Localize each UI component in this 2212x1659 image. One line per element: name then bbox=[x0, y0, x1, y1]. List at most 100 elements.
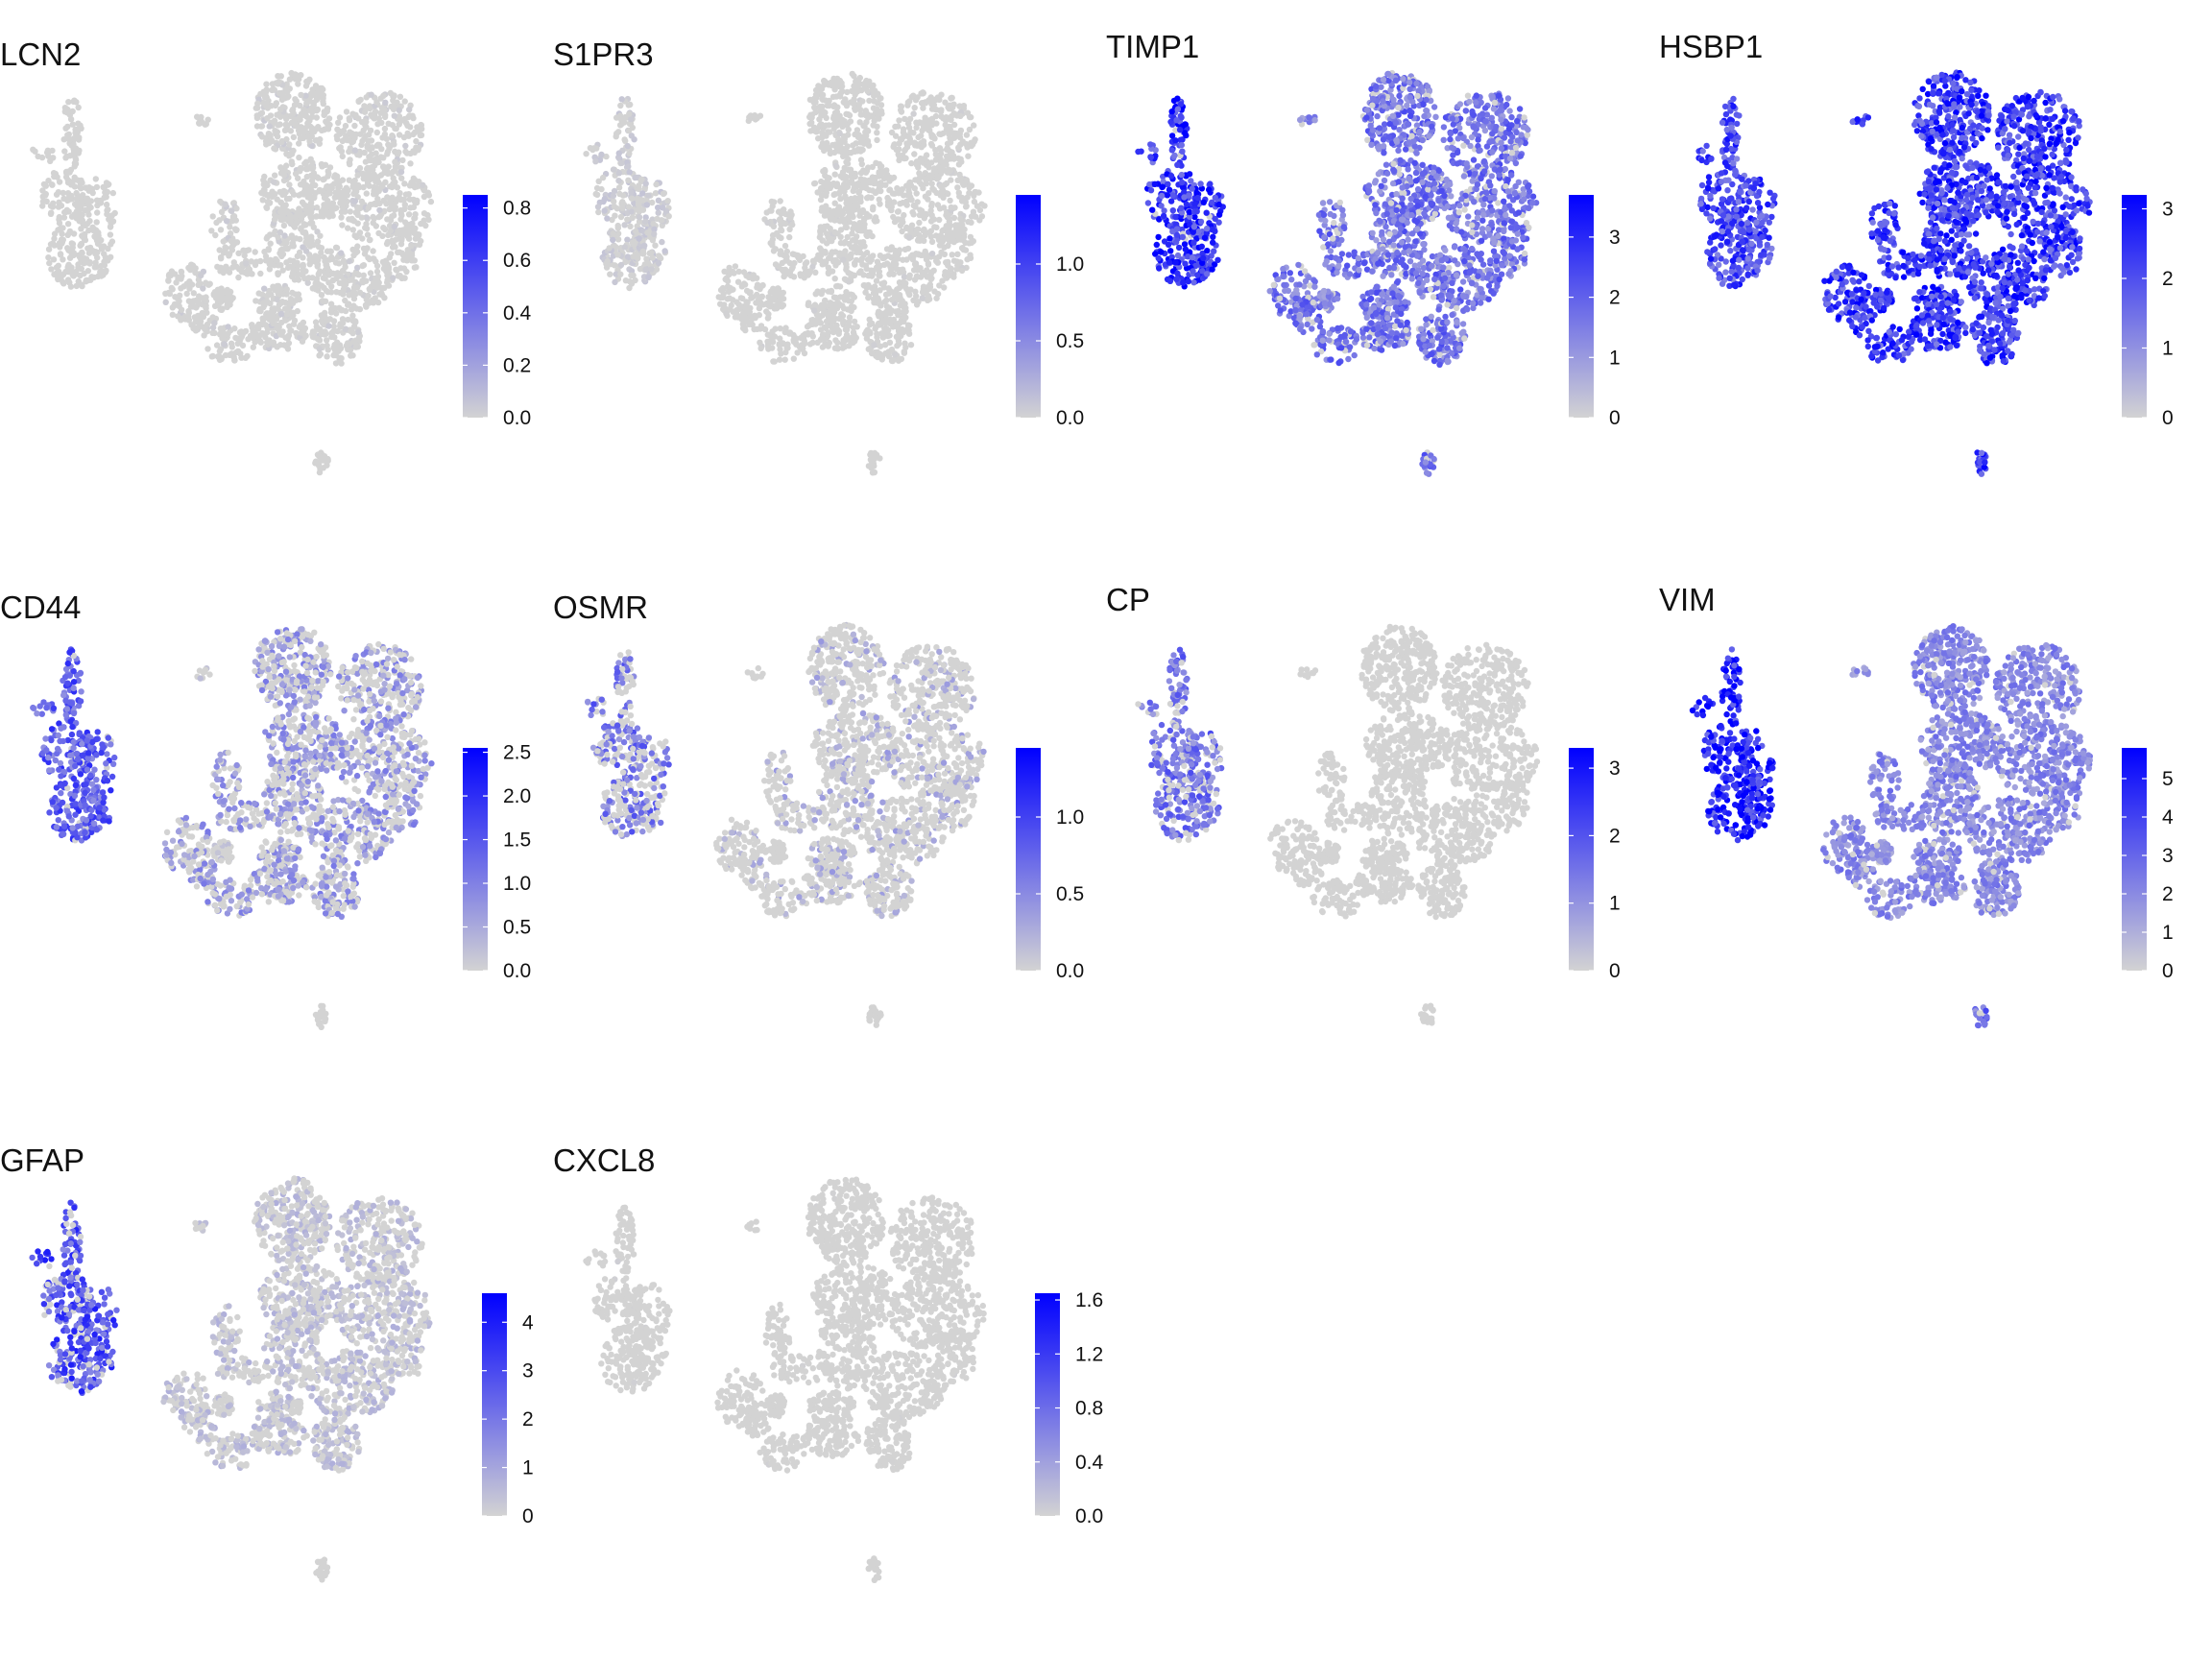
cell-point bbox=[354, 211, 361, 219]
cell-point bbox=[264, 105, 272, 111]
cell-point bbox=[85, 202, 92, 208]
cell-point bbox=[359, 235, 366, 242]
cell-point bbox=[750, 272, 757, 278]
cell-point bbox=[966, 240, 973, 247]
cell-point bbox=[376, 213, 384, 220]
cell-point bbox=[286, 301, 293, 308]
cell-point bbox=[626, 169, 633, 176]
cell-point bbox=[186, 278, 193, 285]
cell-point bbox=[920, 138, 927, 145]
cell-point bbox=[598, 185, 605, 193]
cell-point bbox=[232, 334, 239, 342]
cell-point bbox=[831, 228, 838, 235]
cell-point bbox=[617, 102, 624, 109]
cell-point bbox=[394, 184, 401, 191]
cell-point bbox=[351, 122, 358, 130]
cell-point bbox=[77, 193, 84, 201]
cell-point bbox=[273, 100, 280, 107]
cell-point bbox=[926, 296, 933, 302]
cell-point bbox=[905, 234, 913, 241]
cell-point bbox=[363, 94, 370, 101]
cell-point bbox=[747, 112, 755, 119]
cell-point bbox=[403, 120, 410, 127]
cell-point bbox=[208, 228, 215, 234]
cell-point bbox=[313, 96, 321, 104]
cell-point bbox=[373, 258, 379, 265]
cell-point bbox=[358, 141, 365, 148]
cell-point bbox=[833, 144, 840, 151]
cell-point bbox=[269, 86, 276, 94]
cell-point bbox=[1152, 251, 1159, 257]
cell-point bbox=[301, 178, 307, 185]
cell-point bbox=[405, 235, 413, 242]
cell-point bbox=[911, 260, 919, 268]
cell-point bbox=[1172, 137, 1179, 144]
cell-point bbox=[384, 170, 392, 178]
cell-point bbox=[830, 294, 838, 301]
cell-point bbox=[363, 214, 370, 221]
cell-point bbox=[877, 95, 883, 103]
cell-point bbox=[245, 247, 252, 253]
cell-point bbox=[830, 207, 837, 215]
cell-point bbox=[350, 252, 357, 259]
cell-point bbox=[868, 284, 876, 292]
cell-point bbox=[632, 276, 638, 284]
cell-point bbox=[919, 295, 926, 301]
cell-point bbox=[774, 301, 781, 308]
cell-point bbox=[882, 181, 889, 188]
cell-point bbox=[345, 225, 351, 231]
cell-point bbox=[726, 264, 733, 272]
cell-point bbox=[266, 200, 274, 206]
cell-point bbox=[71, 135, 78, 142]
cell-point bbox=[48, 181, 56, 188]
cell-point bbox=[418, 132, 425, 138]
cell-point bbox=[229, 242, 236, 249]
cell-point bbox=[908, 159, 915, 167]
cell-point bbox=[618, 159, 625, 166]
cell-point bbox=[866, 328, 874, 336]
cell-point bbox=[273, 305, 279, 312]
cell-point bbox=[302, 166, 310, 173]
cell-point bbox=[964, 194, 971, 201]
cell-point bbox=[830, 93, 837, 101]
cell-point bbox=[385, 163, 392, 170]
cell-point bbox=[770, 358, 777, 365]
cell-point bbox=[410, 225, 417, 232]
cell-point bbox=[283, 196, 291, 203]
cell-point bbox=[874, 258, 881, 265]
cell-point bbox=[636, 235, 642, 242]
cell-point bbox=[373, 159, 381, 166]
cell-point bbox=[360, 175, 367, 182]
cell-point bbox=[261, 285, 268, 292]
cell-point bbox=[870, 206, 877, 213]
cell-point bbox=[914, 142, 921, 149]
cell-point bbox=[1169, 192, 1176, 199]
cell-point bbox=[906, 139, 913, 146]
cell-point bbox=[283, 115, 290, 123]
cell-point bbox=[925, 260, 932, 267]
cell-point bbox=[764, 315, 772, 322]
cell-point bbox=[971, 138, 977, 145]
cell-point bbox=[253, 258, 260, 265]
cell-point bbox=[386, 254, 393, 261]
cell-point bbox=[349, 227, 356, 233]
cell-point bbox=[337, 189, 344, 197]
cell-point bbox=[374, 299, 382, 306]
cell-point bbox=[271, 179, 277, 185]
cell-point bbox=[923, 251, 930, 258]
cell-point bbox=[866, 97, 873, 105]
cell-point bbox=[791, 259, 798, 267]
cell-point bbox=[389, 169, 397, 176]
cell-point bbox=[320, 213, 326, 220]
cell-point bbox=[824, 139, 830, 147]
cell-point bbox=[849, 292, 855, 299]
cell-point bbox=[818, 121, 825, 128]
cell-point bbox=[922, 271, 928, 277]
cell-point bbox=[844, 88, 851, 96]
cell-point bbox=[218, 255, 225, 262]
cell-point bbox=[389, 194, 396, 201]
cell-point bbox=[284, 264, 292, 272]
cell-point bbox=[405, 211, 413, 218]
cell-point bbox=[410, 175, 417, 181]
cell-point bbox=[844, 233, 851, 241]
